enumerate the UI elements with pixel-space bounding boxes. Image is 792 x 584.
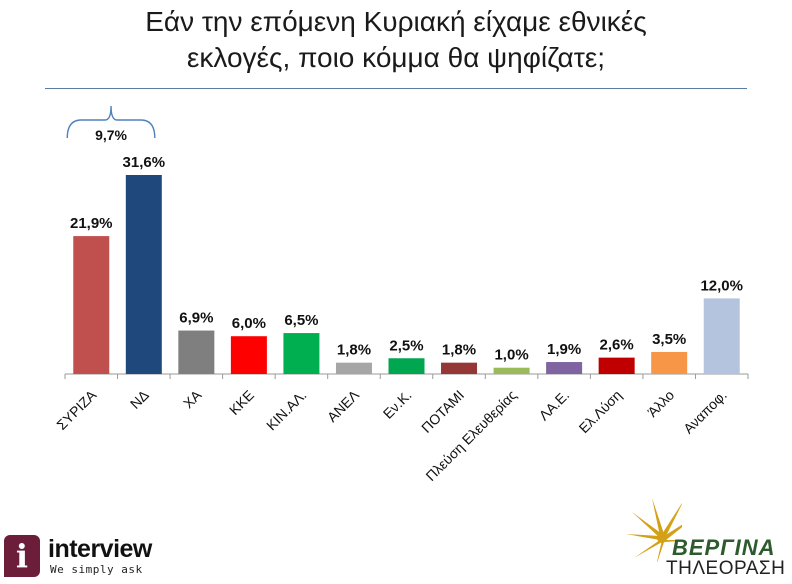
bar: [283, 333, 320, 374]
category-label: ΣΥΡΙΖΑ: [53, 386, 100, 433]
data-label: 12,0%: [700, 277, 743, 294]
data-label: 2,5%: [389, 337, 423, 354]
bar: [703, 298, 740, 374]
bar: [651, 351, 688, 374]
bar: [598, 357, 635, 374]
interview-wordmark: interview: [48, 535, 152, 563]
difference-brace: [66, 105, 156, 139]
bar: [441, 362, 478, 374]
difference-label: 9,7%: [95, 127, 127, 143]
data-label: 6,5%: [284, 312, 318, 329]
category-label: ΚΙΝ.ΑΛ.: [263, 387, 310, 434]
interview-logo: i interview We simply ask: [4, 533, 176, 579]
bar: [388, 358, 425, 374]
category-label: ΑΝΕΛ: [324, 386, 363, 425]
interview-tagline: We simply ask: [50, 563, 143, 576]
bar: [178, 330, 215, 374]
bar: [125, 175, 162, 374]
data-label: 1,8%: [337, 342, 371, 359]
chart-title: Εάν την επόμενη Κυριακή είχαμε εθνικές ε…: [0, 4, 792, 76]
title-line-1: Εάν την επόμενη Κυριακή είχαμε εθνικές: [145, 6, 647, 37]
bar: [546, 362, 583, 374]
title-divider: [45, 88, 747, 89]
data-label: 2,6%: [600, 337, 634, 354]
interview-i-icon: i: [4, 535, 40, 577]
bar: [73, 236, 110, 374]
category-label: Αναποφ.: [680, 387, 730, 437]
bar: [230, 336, 267, 374]
vergina-wordmark: ΒΕΡΓΙΝΑ: [672, 535, 776, 560]
category-label: Ελ.Λύση: [576, 387, 625, 436]
category-label: Πλεύση Ελευθερίας: [422, 387, 519, 484]
category-label: ΛΑ.Ε.: [536, 387, 573, 424]
vergina-tv-logo: ΒΕΡΓΙΝΑ ΤΗΛΕΟΡΑΣΗ: [622, 492, 792, 582]
data-label: 1,8%: [442, 342, 476, 359]
data-label: 6,9%: [179, 310, 213, 327]
bar: [493, 367, 530, 374]
category-label: ΧΑ: [180, 386, 205, 411]
data-label: 1,9%: [547, 341, 581, 358]
data-label: 3,5%: [652, 331, 686, 348]
data-label: 31,6%: [123, 154, 166, 171]
data-label: 21,9%: [70, 215, 113, 232]
data-label: 1,0%: [494, 347, 528, 364]
vergina-sun-icon: [626, 498, 682, 562]
data-label: 6,0%: [232, 315, 266, 332]
title-line-2: εκλογές, ποιο κόμμα θα ψηφίζατε;: [186, 42, 606, 73]
category-label: Εν.Κ.: [380, 387, 415, 422]
category-label: ΠΟΤΑΜΙ: [418, 387, 467, 436]
category-label: Άλλο: [644, 387, 677, 420]
category-label: ΚΚΕ: [226, 387, 257, 418]
bar: [335, 362, 372, 374]
vergina-subtitle: ΤΗΛΕΟΡΑΣΗ: [666, 558, 786, 579]
category-label: ΝΔ: [127, 387, 152, 412]
